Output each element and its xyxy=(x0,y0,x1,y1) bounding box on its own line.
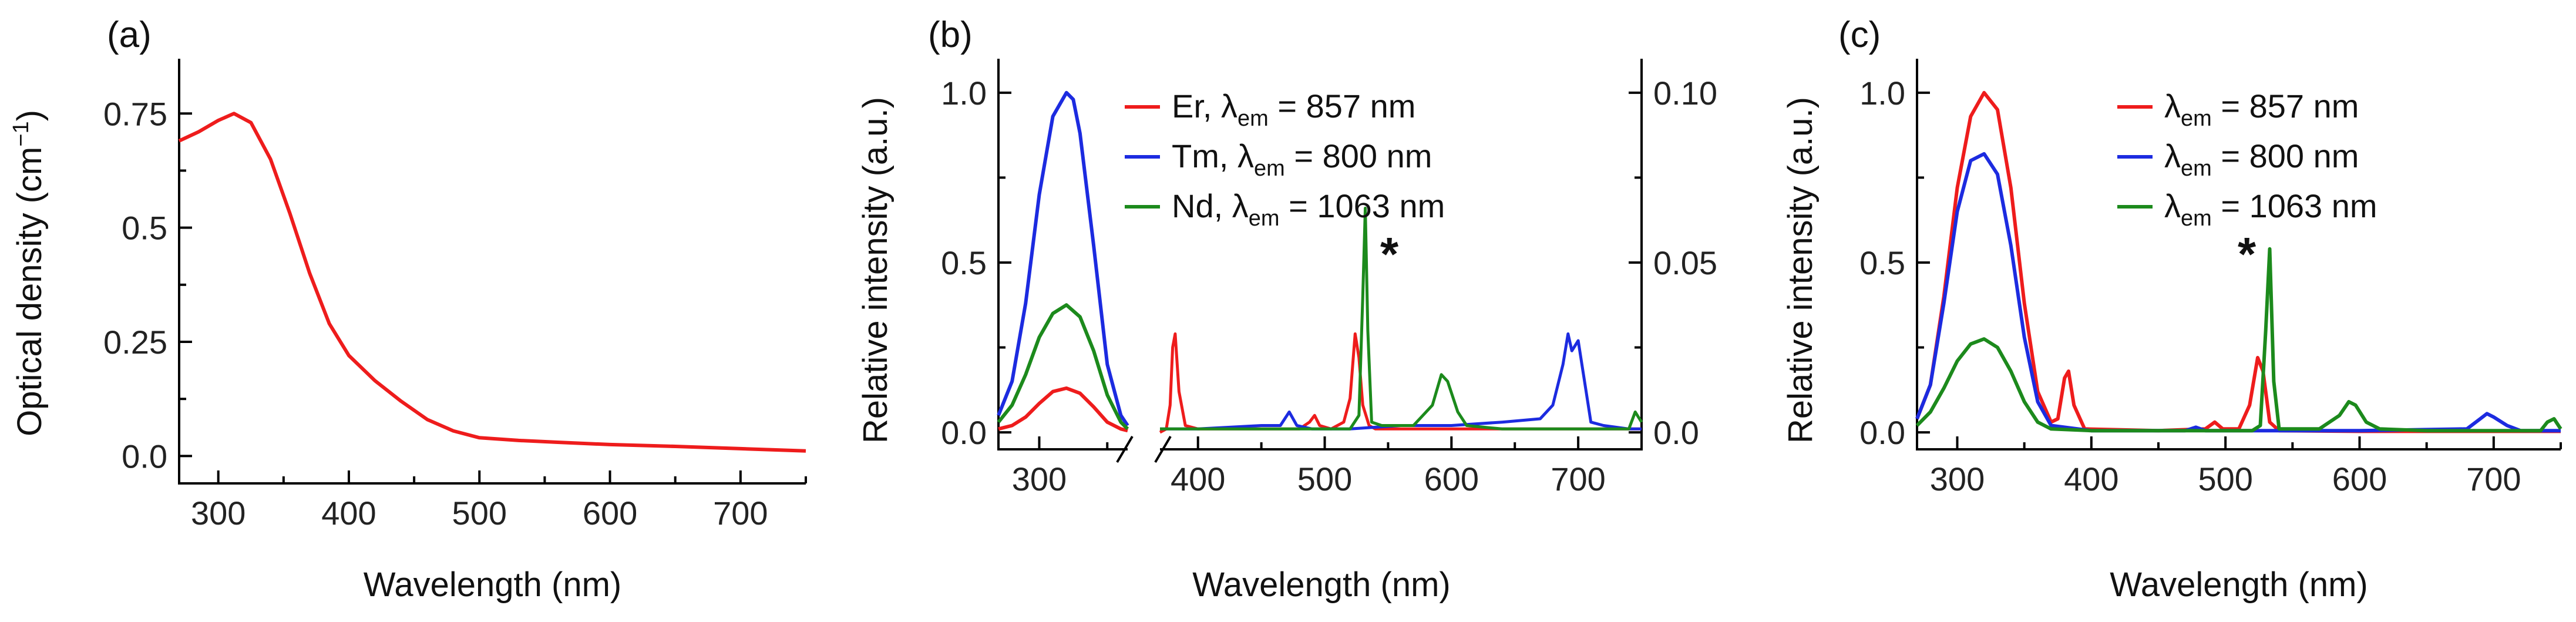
legend-label: λem = 857 nm xyxy=(2164,88,2359,131)
legend-lambda: λ xyxy=(1221,88,1237,125)
axis-break-mark xyxy=(1116,435,1134,463)
series-line-er-right xyxy=(1159,332,1642,434)
x-axis-label: Wavelength (nm) xyxy=(2110,566,2368,604)
axis-break-mark xyxy=(1154,435,1172,463)
legend-label: Er, λem = 857 nm xyxy=(1172,88,1415,131)
legend-lambda: λ xyxy=(2164,137,2181,174)
y-tick-label: 0.5 xyxy=(122,210,167,247)
legend-label: Tm, λem = 800 nm xyxy=(1172,137,1432,181)
legend-sep: , xyxy=(1219,137,1237,174)
y-axis-label: Relative intensity (a.u.) xyxy=(1781,97,1820,443)
legend-subscript: em xyxy=(1254,156,1285,181)
x-tick-label: 300 xyxy=(1012,460,1067,497)
legend-label: Nd, λem = 1063 nm xyxy=(1172,187,1445,231)
y-tick-label: 1.0 xyxy=(941,75,987,112)
legend-subscript: em xyxy=(2181,206,2212,231)
legend-lambda: λ xyxy=(1237,137,1254,174)
legend-lambda: λ xyxy=(2164,88,2181,125)
y-tick-label: 0.0 xyxy=(1859,414,1905,451)
series-line-nd-left xyxy=(997,303,1129,431)
legend-value: = 857 nm xyxy=(1269,88,1416,125)
series-line-nd-right xyxy=(1160,206,1643,431)
legend-value: = 800 nm xyxy=(1285,137,1432,174)
y-tick-label: 1.0 xyxy=(1859,75,1905,112)
axis-frame xyxy=(1916,59,2561,450)
x-tick-label: 300 xyxy=(1930,460,1985,497)
x-tick-label: 500 xyxy=(1297,460,1352,497)
legend-label: λem = 1063 nm xyxy=(2164,187,2377,231)
legend-sep: , xyxy=(1214,187,1232,224)
x-tick-label: 500 xyxy=(2198,460,2252,497)
legend-value: = 1063 nm xyxy=(2212,187,2377,224)
axis-frame xyxy=(178,59,806,485)
panel-label: (c) xyxy=(1838,15,1881,55)
x-tick-label: 700 xyxy=(2466,460,2521,497)
peak-annotation-star: * xyxy=(2238,228,2256,280)
peak-annotation-star: * xyxy=(1380,228,1399,280)
x-tick-label: 600 xyxy=(583,495,637,532)
y-axis-label: Relative intensity (a.u.) xyxy=(856,97,894,443)
x-axis-label: Wavelength (nm) xyxy=(1192,566,1450,604)
series-line-tm-right xyxy=(1160,332,1642,431)
y-axis-label-main: Optical density (cm xyxy=(11,147,49,436)
axis-frame-left xyxy=(997,59,1128,450)
y2-tick-label: 0.0 xyxy=(1653,414,1699,451)
legend-subscript: em xyxy=(1237,106,1269,131)
legend-value: = 800 nm xyxy=(2212,137,2359,174)
legend-sep: , xyxy=(1203,88,1221,125)
y-axis-label-close: ) xyxy=(11,110,49,121)
panel-label: (b) xyxy=(928,15,973,55)
y2-tick-label: 0.10 xyxy=(1653,75,1717,112)
x-tick-label: 400 xyxy=(321,495,376,532)
legend-value: = 857 nm xyxy=(2212,88,2359,125)
x-tick-label: 400 xyxy=(2064,460,2118,497)
y-axis-label-sup: −1 xyxy=(9,121,33,146)
x-tick-label: 700 xyxy=(1551,460,1605,497)
series-line-1063nm xyxy=(1915,247,2562,433)
x-tick-label: 300 xyxy=(191,495,246,532)
x-tick-label: 600 xyxy=(1424,460,1479,497)
legend-subscript: em xyxy=(1249,206,1280,231)
y-tick-label: 0.5 xyxy=(941,244,987,281)
y-tick-label: 0.0 xyxy=(941,414,987,451)
x-tick-label: 600 xyxy=(2332,460,2387,497)
x-tick-label: 700 xyxy=(713,495,768,532)
series-line-857nm xyxy=(1915,90,2561,433)
legend-subscript: em xyxy=(2181,156,2212,181)
y2-tick-label: 0.05 xyxy=(1653,244,1717,281)
legend-subscript: em xyxy=(2181,106,2212,131)
y-tick-label: 0.75 xyxy=(103,95,167,132)
series-line-tm-left xyxy=(997,90,1129,427)
x-axis-label: Wavelength (nm) xyxy=(364,566,621,604)
y-tick-label: 0.25 xyxy=(103,324,167,361)
legend-label: λem = 800 nm xyxy=(2164,137,2359,181)
y-axis-label: Optical density (cm−1) xyxy=(9,110,49,436)
legend-element: Er xyxy=(1172,88,1204,125)
legend-value: = 1063 nm xyxy=(1280,187,1445,224)
y-tick-label: 0.5 xyxy=(1859,244,1905,281)
x-tick-label: 400 xyxy=(1171,460,1225,497)
x-tick-label: 500 xyxy=(452,495,507,532)
legend-element: Tm xyxy=(1172,137,1219,174)
panel-label: (a) xyxy=(107,15,152,55)
legend-element: Nd xyxy=(1172,187,1214,224)
series-line-optical-density xyxy=(178,112,806,453)
legend-lambda: λ xyxy=(1232,187,1249,224)
series-line-er-left xyxy=(998,386,1128,433)
legend-lambda: λ xyxy=(2164,187,2181,224)
y-tick-label: 0.0 xyxy=(122,438,167,475)
